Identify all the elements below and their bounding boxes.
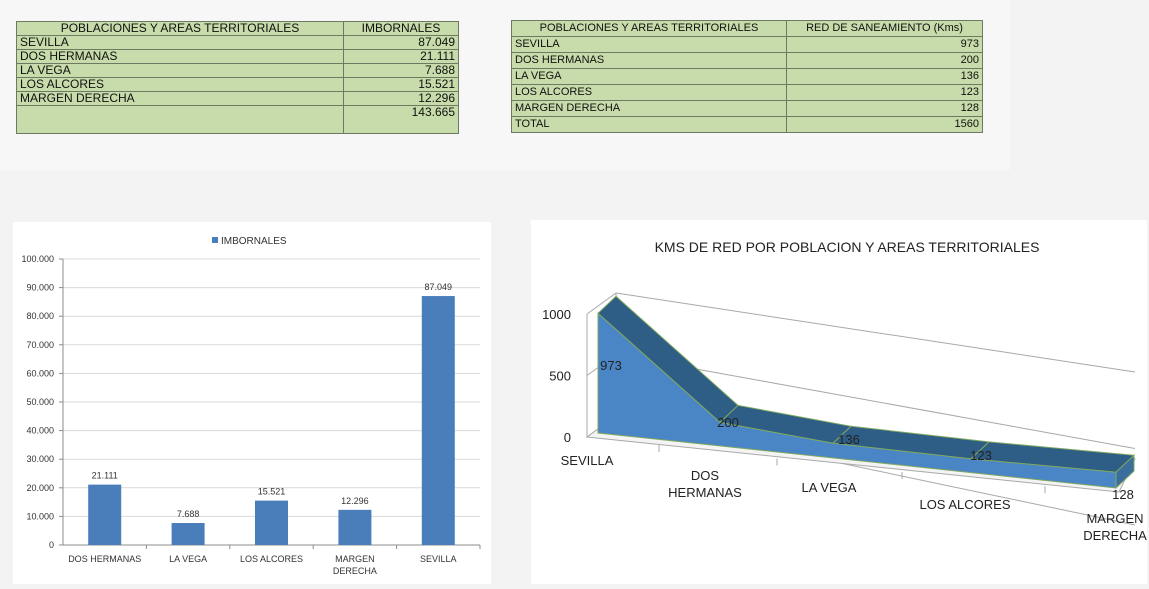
y-tick-label: 0: [564, 430, 571, 445]
population-cell: DOS HERMANAS: [511, 52, 787, 69]
bar-value-label: 12.296: [341, 496, 369, 506]
table-row: LA VEGA 136: [511, 68, 983, 85]
data-label: 200: [717, 415, 739, 430]
table-header-row: POBLACIONES Y AREAS TERRITORIALES IMBORN…: [16, 21, 459, 36]
column-header: RED DE SANEAMIENTO (Kms): [786, 20, 983, 37]
population-cell: LOS ALCORES: [16, 77, 344, 92]
data-label: 128: [1112, 487, 1134, 502]
column-header: POBLACIONES Y AREAS TERRITORIALES: [16, 21, 344, 36]
bar: [421, 296, 455, 545]
x-tick-label: DOS: [691, 468, 720, 483]
bar: [255, 500, 288, 545]
x-tick-label: LA VEGA: [169, 554, 207, 564]
imbornales-table: POBLACIONES Y AREAS TERRITORIALES IMBORN…: [16, 21, 459, 134]
legend-label: IMBORNALES: [221, 236, 287, 247]
y-tick-label: 1000: [542, 307, 571, 322]
y-tick-label: 500: [549, 369, 571, 384]
population-cell: SEVILLA: [16, 35, 344, 50]
table-row: DOS HERMANAS 200: [511, 52, 983, 69]
table-row: LA VEGA 7.688: [16, 63, 459, 78]
total-value-cell: 1560: [786, 116, 983, 133]
population-cell: [16, 105, 344, 134]
data-label: 973: [600, 358, 622, 373]
value-cell: 128: [786, 100, 983, 117]
bar-value-label: 7.688: [177, 509, 200, 519]
x-tick-label: DERECHA: [1083, 528, 1147, 543]
total-row: 143.665: [16, 105, 459, 134]
population-cell: LOS ALCORES: [511, 84, 787, 101]
y-tick-label: 60.000: [26, 368, 54, 378]
table-row: DOS HERMANAS 21.111: [16, 49, 459, 64]
value-cell: 15.521: [343, 77, 459, 92]
bar-value-label: 87.049: [425, 282, 453, 292]
chart-title: KMS DE RED POR POBLACION Y AREAS TERRITO…: [655, 239, 1040, 255]
population-cell: LA VEGA: [16, 63, 344, 78]
column-header: POBLACIONES Y AREAS TERRITORIALES: [511, 20, 787, 37]
data-label: 123: [970, 448, 992, 463]
value-cell: 21.111: [343, 49, 459, 64]
imbornales-bar-chart-panel: IMBORNALES 0 10.000 20.000 30.000 40.000 50.00…: [13, 222, 491, 584]
population-cell: TOTAL: [511, 116, 787, 133]
x-tick-label: HERMANAS: [668, 485, 742, 500]
population-cell: MARGEN DERECHA: [16, 91, 344, 106]
x-tick-label: LOS ALCORES: [240, 554, 303, 564]
table-row: SEVILLA 973: [511, 36, 983, 53]
y-tick-label: 20.000: [26, 483, 54, 493]
x-tick-label: DOS HERMANAS: [68, 554, 141, 564]
value-cell: 973: [786, 36, 983, 53]
back-gridline: [615, 354, 1136, 449]
bar-value-label: 21.111: [92, 471, 118, 481]
x-tick-label: MARGEN: [335, 554, 375, 564]
table-row: MARGEN DERECHA 12.296: [16, 91, 459, 106]
red-3d-area-chart: KMS DE RED POR POBLACION Y AREAS TERRITO…: [542, 239, 1147, 543]
imbornales-bar-chart: IMBORNALES 0 10.000 20.000 30.000 40.000 50.00…: [21, 236, 481, 576]
red-saneamiento-table: POBLACIONES Y AREAS TERRITORIALES RED DE…: [511, 20, 983, 133]
x-tick-label: DERECHA: [333, 566, 377, 576]
y-tick-label: 100.000: [21, 254, 54, 264]
y-tick-label: 10.000: [26, 511, 54, 521]
y-tick-label: 30.000: [26, 454, 54, 464]
tables-panel: POBLACIONES Y AREAS TERRITORIALES IMBORN…: [0, 0, 1010, 170]
value-cell: 200: [786, 52, 983, 69]
y-tick-label: 50.000: [26, 397, 54, 407]
red-area-chart-panel: KMS DE RED POR POBLACION Y AREAS TERRITO…: [531, 220, 1147, 584]
table-row: LOS ALCORES 123: [511, 84, 983, 101]
y-tick-label: 90.000: [26, 283, 54, 293]
back-gridline: [615, 292, 1136, 373]
population-cell: LA VEGA: [511, 68, 787, 85]
x-tick-label: SEVILLA: [561, 453, 614, 468]
value-cell: 87.049: [343, 35, 459, 50]
table-row: LOS ALCORES 15.521: [16, 77, 459, 92]
area-front-face: [597, 312, 1117, 489]
bar: [171, 523, 205, 545]
legend-swatch: [212, 237, 218, 243]
x-tick-label: LA VEGA: [802, 480, 857, 495]
x-tick-label: SEVILLA: [420, 554, 457, 564]
population-cell: DOS HERMANAS: [16, 49, 344, 64]
bar: [338, 509, 372, 545]
bar: [88, 484, 122, 545]
y-tick-label: 80.000: [26, 311, 54, 321]
column-header: IMBORNALES: [343, 21, 459, 36]
side-gridline: [586, 292, 617, 315]
value-cell: 7.688: [343, 63, 459, 78]
x-tick-label: MARGEN: [1086, 511, 1143, 526]
total-value-cell: 143.665: [343, 105, 459, 134]
y-tick-label: 0: [49, 540, 54, 550]
population-cell: SEVILLA: [511, 36, 787, 53]
value-cell: 136: [786, 68, 983, 85]
y-tick-label: 70.000: [26, 340, 54, 350]
table-row: MARGEN DERECHA 128: [511, 100, 983, 117]
value-cell: 123: [786, 84, 983, 101]
table-row: SEVILLA 87.049: [16, 35, 459, 50]
value-cell: 12.296: [343, 91, 459, 106]
table-header-row: POBLACIONES Y AREAS TERRITORIALES RED DE…: [511, 20, 983, 37]
bar-value-label: 15.521: [258, 487, 286, 497]
y-tick-label: 40.000: [26, 426, 54, 436]
data-label: 136: [838, 432, 860, 447]
x-tick-label: LOS ALCORES: [919, 497, 1010, 512]
population-cell: MARGEN DERECHA: [511, 100, 787, 117]
total-row: TOTAL 1560: [511, 116, 983, 133]
